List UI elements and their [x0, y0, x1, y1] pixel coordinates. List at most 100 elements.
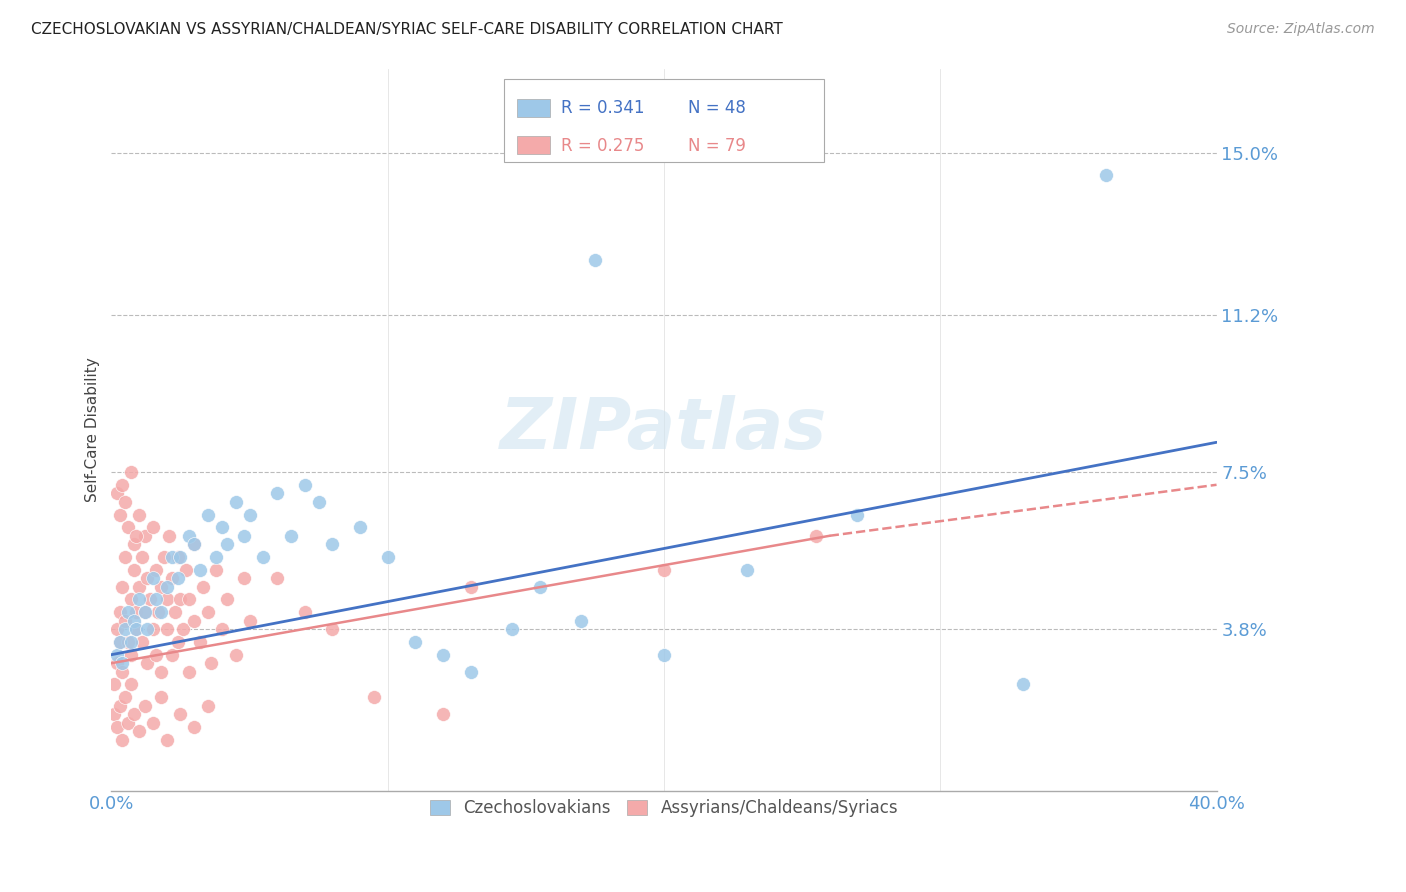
Point — [225, 648, 247, 662]
Point — [174, 563, 197, 577]
Point — [108, 698, 131, 713]
Point — [377, 549, 399, 564]
Point — [233, 571, 256, 585]
Point — [108, 605, 131, 619]
Point — [529, 580, 551, 594]
Point — [156, 592, 179, 607]
Point — [205, 549, 228, 564]
Point — [111, 477, 134, 491]
Point — [142, 571, 165, 585]
Point — [128, 592, 150, 607]
Point — [172, 622, 194, 636]
Point — [169, 592, 191, 607]
Point — [136, 571, 159, 585]
Point — [197, 508, 219, 522]
Point — [150, 580, 173, 594]
Point — [163, 605, 186, 619]
Point — [217, 537, 239, 551]
Point — [136, 656, 159, 670]
Point — [166, 571, 188, 585]
Point — [233, 529, 256, 543]
Point — [136, 622, 159, 636]
FancyBboxPatch shape — [517, 99, 550, 117]
Point — [114, 614, 136, 628]
Point — [460, 665, 482, 679]
Point — [108, 635, 131, 649]
Point — [134, 605, 156, 619]
Point — [111, 580, 134, 594]
Point — [103, 677, 125, 691]
Point — [321, 622, 343, 636]
Text: ZIPatlas: ZIPatlas — [501, 395, 828, 464]
Point — [349, 520, 371, 534]
Point — [1095, 168, 1118, 182]
Point — [145, 648, 167, 662]
Point — [308, 495, 330, 509]
Point — [153, 549, 176, 564]
Point — [156, 732, 179, 747]
Point — [148, 605, 170, 619]
Point — [238, 614, 260, 628]
Point — [150, 665, 173, 679]
Point — [432, 648, 454, 662]
Point — [125, 605, 148, 619]
Point — [117, 635, 139, 649]
Text: N = 48: N = 48 — [689, 99, 747, 118]
Text: R = 0.341: R = 0.341 — [561, 99, 645, 118]
Point — [159, 529, 181, 543]
Text: CZECHOSLOVAKIAN VS ASSYRIAN/CHALDEAN/SYRIAC SELF-CARE DISABILITY CORRELATION CHA: CZECHOSLOVAKIAN VS ASSYRIAN/CHALDEAN/SYR… — [31, 22, 783, 37]
Point — [128, 724, 150, 739]
Point — [125, 622, 148, 636]
Point — [142, 715, 165, 730]
Point — [294, 605, 316, 619]
Point — [166, 635, 188, 649]
Point — [111, 665, 134, 679]
Point — [114, 622, 136, 636]
Point — [183, 720, 205, 734]
Point — [804, 529, 827, 543]
Point — [131, 549, 153, 564]
Point — [120, 592, 142, 607]
Point — [108, 635, 131, 649]
Point — [150, 690, 173, 705]
Point — [105, 622, 128, 636]
Point — [266, 571, 288, 585]
Point — [735, 563, 758, 577]
Point — [156, 580, 179, 594]
FancyBboxPatch shape — [503, 79, 824, 162]
Point — [117, 605, 139, 619]
Point — [183, 614, 205, 628]
Point — [460, 580, 482, 594]
Point — [114, 495, 136, 509]
Point — [145, 592, 167, 607]
Point — [363, 690, 385, 705]
Point — [652, 648, 675, 662]
Point — [122, 537, 145, 551]
Point — [150, 605, 173, 619]
Point — [131, 635, 153, 649]
Point — [120, 465, 142, 479]
Point — [169, 549, 191, 564]
Point — [191, 580, 214, 594]
Point — [404, 635, 426, 649]
Point — [122, 614, 145, 628]
Point — [294, 477, 316, 491]
Point — [280, 529, 302, 543]
Point — [225, 495, 247, 509]
Point — [846, 508, 869, 522]
Point — [128, 580, 150, 594]
Point — [183, 537, 205, 551]
Point — [114, 549, 136, 564]
Point — [652, 563, 675, 577]
Point — [105, 720, 128, 734]
Point — [177, 665, 200, 679]
Point — [134, 529, 156, 543]
Point — [105, 648, 128, 662]
Point — [200, 656, 222, 670]
Point — [238, 508, 260, 522]
Point — [569, 614, 592, 628]
Point — [217, 592, 239, 607]
Point — [139, 592, 162, 607]
Point — [321, 537, 343, 551]
Legend: Czechoslovakians, Assyrians/Chaldeans/Syriacs: Czechoslovakians, Assyrians/Chaldeans/Sy… — [422, 791, 907, 826]
